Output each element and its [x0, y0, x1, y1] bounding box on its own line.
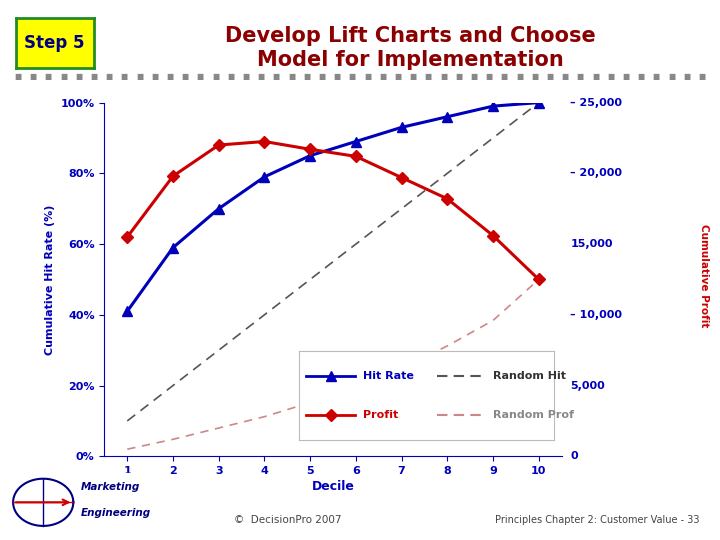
Text: ■: ■: [60, 72, 67, 81]
Text: ■: ■: [668, 72, 675, 81]
Text: ■: ■: [607, 72, 614, 81]
Text: Marketing: Marketing: [81, 482, 140, 492]
Text: Principles Chapter 2: Customer Value - 33: Principles Chapter 2: Customer Value - 3…: [495, 515, 700, 525]
Text: ■: ■: [258, 72, 265, 81]
Text: ■: ■: [455, 72, 462, 81]
Text: ■: ■: [166, 72, 174, 81]
Text: ■: ■: [364, 72, 372, 81]
Text: 0: 0: [570, 451, 578, 461]
Text: – 25,000: – 25,000: [570, 98, 622, 107]
Text: ■: ■: [212, 72, 219, 81]
Text: ■: ■: [562, 72, 569, 81]
Text: ■: ■: [516, 72, 523, 81]
X-axis label: Decile: Decile: [312, 480, 354, 493]
Text: Step 5: Step 5: [24, 33, 85, 52]
Text: ■: ■: [75, 72, 82, 81]
Text: ■: ■: [303, 72, 310, 81]
Text: ■: ■: [410, 72, 417, 81]
Text: ■: ■: [577, 72, 584, 81]
Text: ■: ■: [197, 72, 204, 81]
Text: ■: ■: [181, 72, 189, 81]
Text: – 10,000: – 10,000: [570, 310, 622, 320]
Text: ■: ■: [470, 72, 477, 81]
Text: ■: ■: [273, 72, 280, 81]
Text: ■: ■: [638, 72, 645, 81]
Text: 5,000: 5,000: [570, 381, 605, 390]
Text: ■: ■: [151, 72, 158, 81]
Text: ■: ■: [440, 72, 447, 81]
Text: ■: ■: [45, 72, 52, 81]
Text: ■: ■: [379, 72, 387, 81]
Text: ■: ■: [622, 72, 629, 81]
Text: ■: ■: [546, 72, 554, 81]
Text: ■: ■: [333, 72, 341, 81]
Text: ■: ■: [653, 72, 660, 81]
Text: ■: ■: [288, 72, 295, 81]
Text: Model for Implementation: Model for Implementation: [257, 50, 564, 71]
Text: Develop Lift Charts and Choose: Develop Lift Charts and Choose: [225, 26, 595, 46]
Text: ■: ■: [683, 72, 690, 81]
Text: – 20,000: – 20,000: [570, 168, 622, 178]
Text: ■: ■: [698, 72, 706, 81]
Text: Random Prof: Random Prof: [493, 410, 574, 420]
Text: ■: ■: [531, 72, 539, 81]
Text: ■: ■: [106, 72, 113, 81]
Text: 15,000: 15,000: [570, 239, 613, 249]
Text: ©  DecisionPro 2007: © DecisionPro 2007: [234, 515, 342, 525]
Text: ■: ■: [121, 72, 128, 81]
Text: ■: ■: [14, 72, 22, 81]
Text: Random Hit: Random Hit: [493, 371, 566, 381]
Text: ■: ■: [318, 72, 325, 81]
Text: ■: ■: [348, 72, 356, 81]
Text: ■: ■: [91, 72, 98, 81]
Text: ■: ■: [136, 72, 143, 81]
Text: Profit: Profit: [363, 410, 398, 420]
Text: ■: ■: [228, 72, 235, 81]
Text: ■: ■: [30, 72, 37, 81]
Text: ■: ■: [243, 72, 250, 81]
Text: ■: ■: [425, 72, 432, 81]
Y-axis label: Cumulative Hit Rate (%): Cumulative Hit Rate (%): [45, 204, 55, 355]
Text: Cumulative Profit: Cumulative Profit: [699, 224, 709, 327]
Text: Hit Rate: Hit Rate: [363, 371, 413, 381]
Text: ■: ■: [501, 72, 508, 81]
Text: ■: ■: [485, 72, 492, 81]
Text: Engineering: Engineering: [81, 509, 150, 518]
Text: ■: ■: [592, 72, 599, 81]
Text: ■: ■: [395, 72, 402, 81]
